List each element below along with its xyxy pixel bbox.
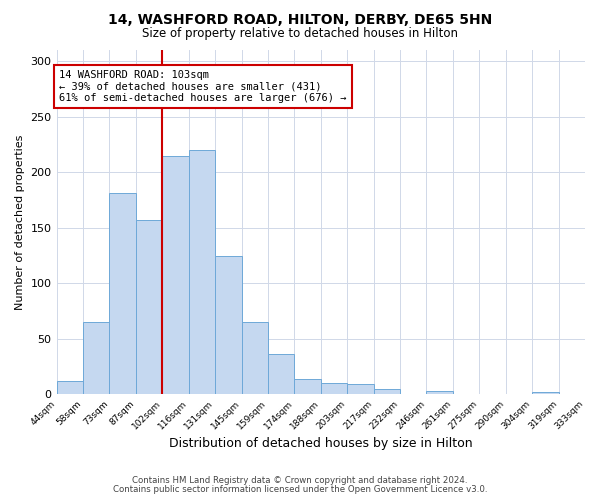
- Y-axis label: Number of detached properties: Number of detached properties: [15, 134, 25, 310]
- Bar: [427, 391, 453, 394]
- Bar: [321, 384, 347, 394]
- Bar: [532, 392, 559, 394]
- Text: Contains public sector information licensed under the Open Government Licence v3: Contains public sector information licen…: [113, 485, 487, 494]
- Bar: [268, 354, 295, 395]
- Bar: [56, 381, 83, 394]
- Bar: [109, 194, 136, 394]
- X-axis label: Distribution of detached houses by size in Hilton: Distribution of detached houses by size …: [169, 437, 473, 450]
- Bar: [295, 379, 321, 394]
- Bar: [374, 389, 400, 394]
- Text: 14, WASHFORD ROAD, HILTON, DERBY, DE65 5HN: 14, WASHFORD ROAD, HILTON, DERBY, DE65 5…: [108, 12, 492, 26]
- Bar: [136, 220, 162, 394]
- Text: Contains HM Land Registry data © Crown copyright and database right 2024.: Contains HM Land Registry data © Crown c…: [132, 476, 468, 485]
- Bar: [242, 322, 268, 394]
- Bar: [188, 150, 215, 394]
- Bar: [215, 256, 242, 394]
- Bar: [83, 322, 109, 394]
- Bar: [347, 384, 374, 394]
- Text: Size of property relative to detached houses in Hilton: Size of property relative to detached ho…: [142, 28, 458, 40]
- Text: 14 WASHFORD ROAD: 103sqm
← 39% of detached houses are smaller (431)
61% of semi-: 14 WASHFORD ROAD: 103sqm ← 39% of detach…: [59, 70, 347, 103]
- Bar: [162, 156, 188, 394]
